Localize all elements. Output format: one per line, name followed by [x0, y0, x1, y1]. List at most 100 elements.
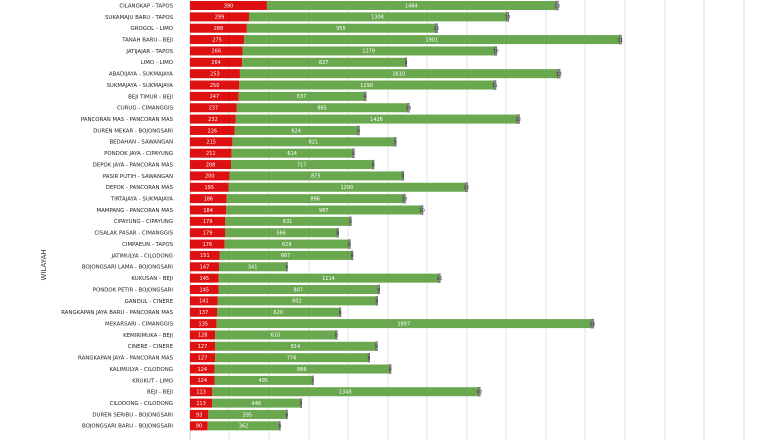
bar-segment	[557, 68, 561, 79]
category-label: DUREN MEKAR - BOJONGSARI	[93, 128, 173, 134]
category-label: JATIJAJAR - TAPOS	[125, 49, 173, 55]
bar-value-label: 8	[335, 333, 338, 339]
category-label: CILANGKAP - TAPOS	[119, 3, 173, 9]
bar-value-label: 113	[196, 401, 206, 407]
bar-value-label: 1464	[405, 3, 418, 9]
category-label: PONDOK JAYA - CIPAYUNG	[104, 151, 173, 157]
bar-value-label: 8	[375, 299, 378, 305]
bar-segment	[190, 387, 213, 397]
bar-value-label: 8	[351, 253, 354, 259]
bar-value-label: 1290	[360, 83, 373, 89]
bar-segment	[420, 205, 424, 215]
bar-value-label: 186	[204, 196, 214, 202]
bar-segment	[311, 375, 314, 386]
bar-segment	[478, 387, 481, 397]
category-label: LIMO - LIMO	[141, 60, 173, 66]
bar-segment	[352, 148, 355, 158]
bar-segment	[190, 148, 232, 158]
bar-segment	[234, 125, 358, 135]
bar-segment	[190, 364, 215, 374]
bar-value-label: 266	[211, 49, 221, 55]
bar-segment	[190, 171, 230, 181]
bar-segment	[590, 318, 595, 329]
bar-segment	[300, 398, 302, 408]
bar-value-label: 1279	[362, 49, 375, 55]
bar-value-label: 184	[203, 208, 213, 214]
category-label: CIMPAEUN - TAPOS	[122, 242, 173, 248]
bar-segment	[349, 216, 352, 227]
bar-value-label: 226	[208, 128, 218, 134]
bar-value-label: 6	[278, 424, 281, 430]
bar-value-label: 620	[273, 310, 283, 316]
bar-value-label: 127	[198, 344, 208, 350]
bar-segment	[190, 69, 240, 79]
bar-segment	[190, 1, 267, 10]
bar-segment	[190, 216, 226, 226]
bar-segment	[215, 330, 336, 340]
bar-value-label: 145	[200, 287, 210, 293]
bar-segment	[348, 239, 351, 249]
bar-segment	[190, 341, 216, 351]
bar-segment	[190, 103, 237, 113]
bar-segment	[217, 307, 340, 317]
bar-value-label: 362	[239, 424, 249, 430]
bar-value-label: 802	[292, 299, 302, 305]
bar-segment	[190, 137, 233, 147]
bar-segment	[242, 57, 406, 67]
bar-value-label: 253	[210, 71, 220, 77]
bar-value-label: 776	[287, 355, 297, 361]
bar-value-label: 7	[311, 378, 314, 384]
bar-segment	[224, 239, 349, 249]
bar-value-label: 137	[199, 310, 209, 316]
bar-value-label: 8	[372, 162, 375, 168]
bar-segment	[190, 296, 218, 306]
bar-value-label: 12	[515, 117, 521, 123]
bar-segment	[190, 80, 240, 90]
bar-value-label: 13	[556, 71, 562, 77]
bar-segment	[335, 330, 338, 340]
category-label: MEKARSARI - CIMANGGIS	[105, 321, 174, 327]
bar-value-label: 15	[590, 321, 596, 327]
bar-value-label: 821	[309, 140, 319, 146]
bar-value-label: 341	[248, 265, 258, 271]
bar-segment	[238, 91, 365, 101]
category-label: RANGKAPAN JAYA BARU - PANCORAN MAS	[61, 310, 173, 316]
bar-value-label: 1897	[397, 321, 410, 327]
bar-value-label: 390	[224, 3, 234, 9]
bar-value-label: 141	[199, 299, 209, 305]
bar-segment	[516, 114, 520, 124]
bar-segment	[351, 250, 354, 261]
bar-segment	[214, 375, 313, 385]
bar-value-label: 237	[209, 106, 219, 112]
bar-value-label: 1348	[339, 390, 352, 396]
category-label: BOJONGSARI LAMA - BOJONGSARI	[82, 265, 174, 271]
category-label: SUKMAJAYA - SUKMAJAYA	[106, 83, 173, 89]
bar-value-label: 9	[375, 344, 378, 350]
bar-value-label: 93	[196, 412, 202, 418]
bar-value-label: 11	[618, 37, 624, 43]
category-label: TIRTAJAYA - SUKMAJAYA	[110, 197, 173, 203]
category-label: CISALAK PASAR - CIMANGGIS	[94, 231, 173, 237]
bar-value-label: 299	[215, 15, 225, 21]
bar-value-label: 113	[196, 390, 206, 396]
bar-segment	[248, 12, 507, 22]
bar-value-label: 1901	[425, 37, 438, 43]
bar-segment	[286, 409, 288, 420]
bar-value-label: 1114	[322, 276, 335, 282]
bar-segment	[225, 216, 350, 226]
category-label: PANCORAN MAS - PANCORAN MAS	[81, 117, 174, 123]
bar-value-label: 8	[368, 355, 371, 361]
bar-value-label: 9	[364, 94, 367, 100]
bar-segment	[339, 307, 342, 317]
category-label: DEPOK JAYA - PANCORAN MAS	[93, 162, 174, 168]
category-label: PASIR PUTIH - SAWANGAN	[103, 174, 173, 180]
bar-value-label: 179	[203, 231, 213, 237]
bar-segment	[190, 194, 227, 204]
bar-segment	[190, 250, 220, 260]
category-label: MAMPANG - PANCORAN MAS	[96, 208, 173, 214]
bar-segment	[190, 285, 219, 294]
bar-value-label: 8	[336, 231, 339, 237]
category-label: CURUG - CIMANGGIS	[117, 106, 174, 112]
